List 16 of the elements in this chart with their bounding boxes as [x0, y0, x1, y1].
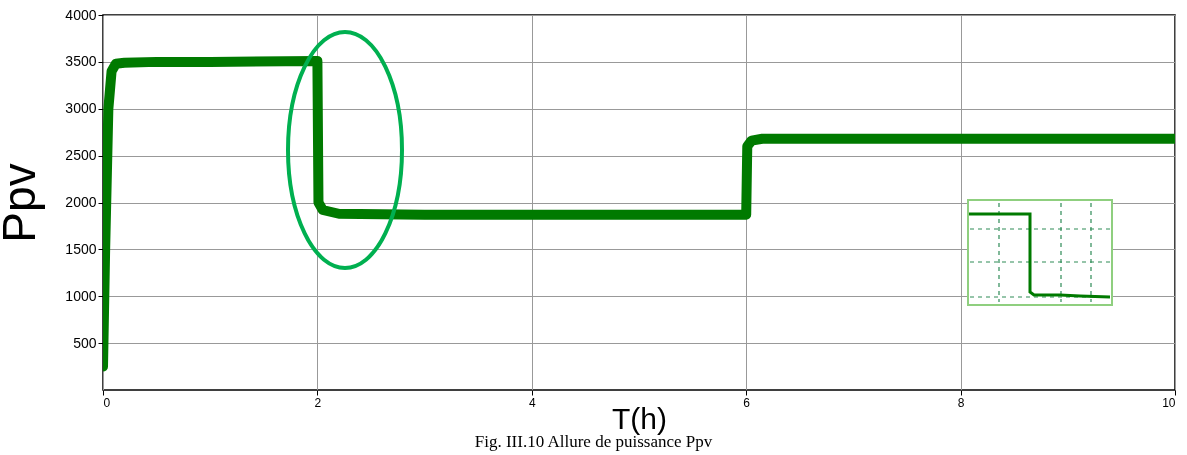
x-tick-label: 10	[1162, 395, 1176, 410]
y-tick-label: 1500	[65, 240, 97, 257]
x-tick-label: 8	[957, 395, 965, 410]
x-tick-label: 2	[314, 395, 322, 410]
y-axis-title: Ppv	[0, 163, 46, 243]
x-tick-label: 6	[743, 395, 751, 410]
x-axis-title: T(h)	[612, 401, 667, 435]
x-tick-label: 4	[528, 395, 536, 410]
y-tick-label: 3500	[65, 53, 97, 70]
y-tick-label: 1000	[65, 287, 97, 304]
y-tick-label: 3000	[65, 100, 97, 117]
y-tick-label: 2500	[65, 147, 97, 164]
y-tick-label: 2000	[65, 194, 97, 210]
y-tick-label: 500	[73, 334, 97, 351]
y-tick-label: 4000	[65, 6, 97, 23]
x-tick-label: 0	[103, 395, 111, 410]
